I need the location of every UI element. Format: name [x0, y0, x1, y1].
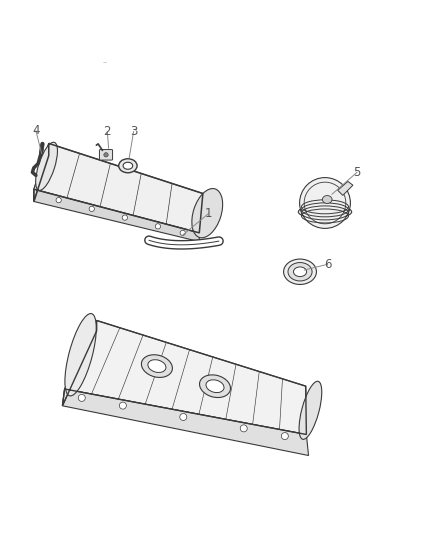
Ellipse shape: [192, 189, 223, 238]
Text: 4: 4: [32, 124, 40, 137]
Text: 1: 1: [204, 207, 212, 221]
Ellipse shape: [35, 142, 57, 190]
Polygon shape: [34, 189, 199, 241]
Ellipse shape: [298, 205, 352, 219]
Ellipse shape: [299, 381, 322, 439]
Ellipse shape: [200, 375, 230, 398]
Circle shape: [78, 394, 85, 401]
Text: 5: 5: [353, 166, 360, 179]
Circle shape: [120, 402, 127, 409]
Polygon shape: [65, 320, 306, 434]
Ellipse shape: [293, 267, 307, 277]
Ellipse shape: [65, 313, 96, 396]
Polygon shape: [34, 143, 203, 233]
Polygon shape: [338, 181, 353, 196]
Text: –: –: [103, 59, 107, 68]
Ellipse shape: [148, 360, 166, 373]
Polygon shape: [63, 389, 308, 456]
Circle shape: [281, 433, 288, 440]
Ellipse shape: [284, 259, 316, 285]
Polygon shape: [63, 320, 97, 406]
Ellipse shape: [119, 159, 137, 173]
Circle shape: [240, 425, 247, 432]
Circle shape: [180, 414, 187, 421]
FancyBboxPatch shape: [99, 150, 113, 160]
Circle shape: [104, 152, 108, 157]
Polygon shape: [34, 143, 49, 201]
Circle shape: [155, 224, 161, 229]
Text: 6: 6: [324, 258, 332, 271]
Circle shape: [89, 206, 95, 212]
Circle shape: [122, 215, 127, 220]
Circle shape: [180, 230, 185, 236]
Text: 3: 3: [130, 125, 137, 138]
Ellipse shape: [141, 355, 173, 377]
Circle shape: [300, 177, 350, 229]
Ellipse shape: [206, 380, 224, 393]
Ellipse shape: [123, 162, 133, 169]
Ellipse shape: [322, 196, 332, 204]
Text: 2: 2: [103, 125, 111, 138]
Circle shape: [56, 198, 61, 203]
Ellipse shape: [288, 263, 312, 281]
